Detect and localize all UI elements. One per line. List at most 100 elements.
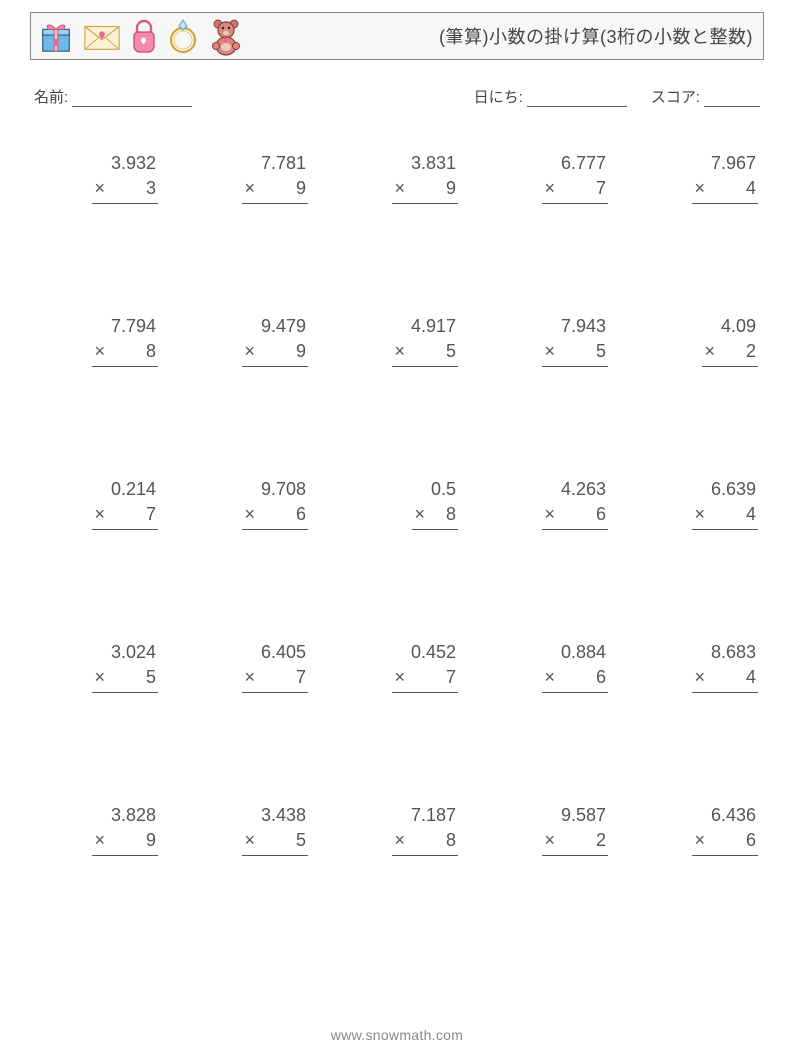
problem: 3.024×5 (34, 640, 160, 695)
operator: × (692, 829, 707, 853)
empty-cell (392, 316, 407, 338)
problem: 7.794×8 (34, 314, 160, 369)
problem-table: 7.967×4 (690, 151, 760, 206)
problem: 9.587×2 (484, 803, 610, 858)
multiplier: 3 (109, 177, 158, 201)
problem-table: 6.405×7 (240, 640, 310, 695)
rule-line (692, 203, 758, 204)
operator: × (392, 177, 407, 201)
rule-line (542, 692, 608, 693)
problem: 3.828×9 (34, 803, 160, 858)
problem-table: 4.263×6 (540, 477, 610, 532)
problem: 3.438×5 (184, 803, 310, 858)
multiplier: 8 (109, 340, 158, 364)
multiplicand: 9.479 (259, 316, 308, 338)
empty-cell (692, 642, 707, 664)
multiplier: 8 (409, 829, 458, 853)
operator: × (242, 177, 257, 201)
rule-line (92, 529, 158, 530)
multiplier: 5 (559, 340, 608, 364)
operator: × (392, 829, 407, 853)
rule-line (392, 855, 458, 856)
multiplicand: 3.438 (259, 805, 308, 827)
operator: × (692, 503, 707, 527)
operator: × (242, 829, 257, 853)
multiplicand: 4.263 (559, 479, 608, 501)
multiplier: 7 (259, 666, 308, 690)
operator: × (542, 340, 557, 364)
problem: 3.932×3 (34, 151, 160, 206)
multiplicand: 7.794 (109, 316, 158, 338)
rule-line (242, 366, 308, 367)
problem-table: 3.024×5 (90, 640, 160, 695)
rule-line (92, 692, 158, 693)
rule-line (242, 692, 308, 693)
empty-cell (242, 316, 257, 338)
problem-table: 9.479×9 (240, 314, 310, 369)
empty-cell (92, 153, 107, 175)
multiplicand: 7.967 (709, 153, 758, 175)
bear-icon (207, 16, 245, 56)
operator: × (692, 666, 707, 690)
empty-cell (92, 805, 107, 827)
rule-line (392, 203, 458, 204)
multiplier: 6 (559, 666, 608, 690)
operator: × (542, 666, 557, 690)
multiplicand: 0.5 (429, 479, 458, 501)
problem-table: 6.639×4 (690, 477, 760, 532)
empty-cell (242, 479, 257, 501)
multiplicand: 6.405 (259, 642, 308, 664)
multiplicand: 6.777 (559, 153, 608, 175)
multiplier: 5 (259, 829, 308, 853)
empty-cell (542, 153, 557, 175)
multiplier: 9 (109, 829, 158, 853)
problem-table: 6.436×6 (690, 803, 760, 858)
multiplier: 4 (709, 666, 758, 690)
problem: 0.5×8 (334, 477, 460, 532)
multiplicand: 6.436 (709, 805, 758, 827)
problem-table: 4.09×2 (700, 314, 760, 369)
empty-cell (412, 479, 427, 501)
rule-line (692, 692, 758, 693)
multiplicand: 3.831 (409, 153, 458, 175)
empty-cell (542, 642, 557, 664)
multiplicand: 0.452 (409, 642, 458, 664)
multiplier: 6 (709, 829, 758, 853)
multiplier: 8 (429, 503, 458, 527)
empty-cell (392, 153, 407, 175)
empty-cell (702, 316, 717, 338)
empty-cell (92, 316, 107, 338)
multiplier: 6 (259, 503, 308, 527)
problem: 4.09×2 (634, 314, 760, 369)
operator: × (92, 177, 107, 201)
multiplicand: 6.639 (709, 479, 758, 501)
problem-grid: 3.932×37.781×93.831×96.777×77.967×47.794… (30, 151, 764, 858)
header-icons (37, 16, 245, 56)
empty-cell (542, 316, 557, 338)
multiplier: 6 (559, 503, 608, 527)
score-field: スコア: (651, 86, 760, 107)
problem: 4.917×5 (334, 314, 460, 369)
empty-cell (692, 153, 707, 175)
operator: × (92, 829, 107, 853)
multiplier: 2 (559, 829, 608, 853)
problem-table: 3.932×3 (90, 151, 160, 206)
multiplier: 7 (409, 666, 458, 690)
problem-table: 9.708×6 (240, 477, 310, 532)
multiplicand: 0.884 (559, 642, 608, 664)
footer-brand1: snow (365, 1027, 399, 1043)
problem-table: 0.452×7 (390, 640, 460, 695)
multiplicand: 7.943 (559, 316, 608, 338)
operator: × (542, 829, 557, 853)
name-label: 名前: (34, 89, 68, 106)
problem: 6.436×6 (634, 803, 760, 858)
multiplicand: 3.828 (109, 805, 158, 827)
lock-icon (129, 16, 159, 56)
problem-table: 8.683×4 (690, 640, 760, 695)
multiplier: 7 (559, 177, 608, 201)
problem-table: 6.777×7 (540, 151, 610, 206)
envelope-icon (81, 17, 123, 55)
multiplier: 9 (409, 177, 458, 201)
multiplicand: 9.587 (559, 805, 608, 827)
problem: 8.683×4 (634, 640, 760, 695)
